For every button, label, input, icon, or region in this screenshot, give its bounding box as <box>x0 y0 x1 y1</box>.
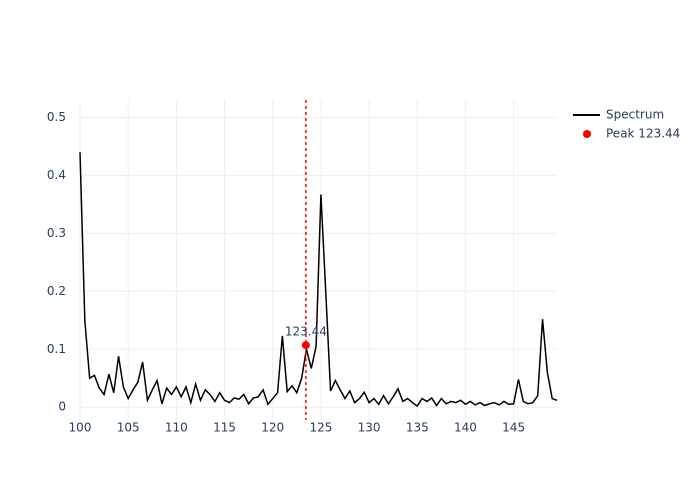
y-tick-label: 0.3 <box>47 226 66 240</box>
x-tick-label: 120 <box>261 421 284 435</box>
x-tick-label: 115 <box>213 421 236 435</box>
plot-area: 123.44 <box>79 100 558 420</box>
legend-swatch <box>583 130 591 138</box>
x-tick-label: 130 <box>358 421 381 435</box>
spectrum-line <box>79 152 558 408</box>
y-tick-label: 0.1 <box>47 342 66 356</box>
x-tick-label: 100 <box>69 421 92 435</box>
x-tick-label: 135 <box>406 421 429 435</box>
legend-label[interactable]: Peak 123.44 <box>606 127 680 141</box>
peak-marker <box>301 341 310 350</box>
x-tick-label: 140 <box>454 421 477 435</box>
y-tick-label: 0 <box>58 400 66 414</box>
x-tick-label: 125 <box>309 421 332 435</box>
peak-annotation: 123.44 <box>285 325 327 339</box>
x-tick-label: 105 <box>117 421 140 435</box>
grid: 100 105 110 115 120 125 130 135 140 145 0 0.1 0.2 0.3… <box>47 100 557 435</box>
y-tick-label: 0.4 <box>47 168 66 182</box>
legend: Spectrum Peak 123.44 <box>573 108 680 141</box>
x-tick-label: 110 <box>165 421 188 435</box>
x-tick-label: 145 <box>502 421 525 435</box>
y-tick-label: 0.2 <box>47 284 66 298</box>
legend-label[interactable]: Spectrum <box>606 108 664 122</box>
y-tick-label: 0.5 <box>47 110 66 124</box>
